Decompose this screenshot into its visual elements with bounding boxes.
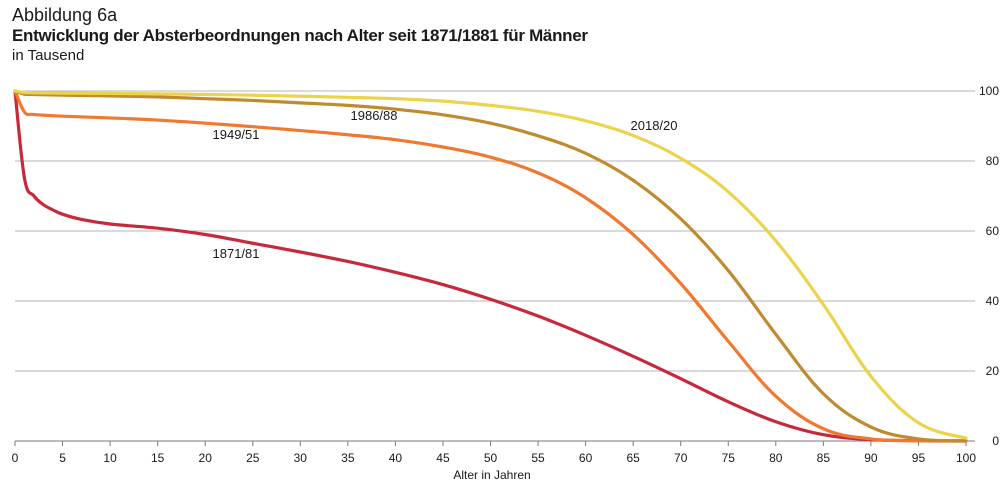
x-tick-label: 25 — [246, 451, 260, 465]
gridlines — [15, 90, 975, 442]
figure-label: Abbildung 6a — [12, 5, 118, 25]
x-tick-label: 45 — [436, 451, 450, 465]
x-tick-label: 10 — [103, 451, 117, 465]
series-line-1986-88 — [13, 89, 968, 443]
x-tick-label: 75 — [722, 451, 736, 465]
x-tick-label: 65 — [626, 451, 640, 465]
x-tick-label: 30 — [294, 451, 308, 465]
y-tick-label: 0 — [992, 434, 999, 448]
x-tick-label: 95 — [912, 451, 926, 465]
series-label: 1949/51 — [213, 127, 260, 142]
x-tick-label: 80 — [769, 451, 783, 465]
x-axis-ticks: 0 5 10 15 20 25 30 35 40 45 50 55 60 65 70 75 80 85 90 95 10… — [12, 441, 976, 465]
y-tick-label: 20 — [986, 364, 1000, 378]
x-axis-title: Alter in Jahren — [453, 468, 530, 482]
series-lines — [13, 89, 968, 443]
series-label: 2018/20 — [631, 118, 678, 133]
chart-title: Entwicklung der Absterbeordnungen nach A… — [12, 26, 588, 45]
y-tick-label: 40 — [986, 294, 1000, 308]
header: Abbildung 6a Entwicklung der Absterbeord… — [12, 4, 972, 66]
y-tick-label: 80 — [986, 154, 1000, 168]
y-tick-label: 60 — [986, 224, 1000, 238]
x-tick-label: 35 — [341, 451, 355, 465]
x-tick-label: 85 — [817, 451, 831, 465]
x-tick-label: 15 — [151, 451, 165, 465]
x-tick-label: 70 — [674, 451, 688, 465]
x-tick-label: 50 — [484, 451, 498, 465]
series-line-1949-51 — [13, 89, 968, 443]
y-axis-ticks: 0 20 40 60 80 100 — [979, 84, 999, 448]
x-tick-label: 20 — [199, 451, 213, 465]
y-tick-label: 100 — [979, 84, 999, 98]
x-tick-label: 5 — [59, 451, 66, 465]
x-tick-label: 0 — [12, 451, 19, 465]
series-labels: 1871/81 1949/51 1986/88 2018/20 — [213, 108, 678, 261]
x-tick-label: 100 — [956, 451, 976, 465]
series-label: 1986/88 — [351, 108, 398, 123]
series-label: 1871/81 — [213, 246, 260, 261]
x-tick-label: 60 — [579, 451, 593, 465]
series-line-2018-20 — [13, 89, 968, 440]
chart-subtitle: in Tausend — [12, 47, 85, 64]
series-line-1871-81 — [13, 89, 968, 443]
x-tick-label: 55 — [531, 451, 545, 465]
x-tick-label: 40 — [389, 451, 403, 465]
x-tick-label: 90 — [864, 451, 878, 465]
